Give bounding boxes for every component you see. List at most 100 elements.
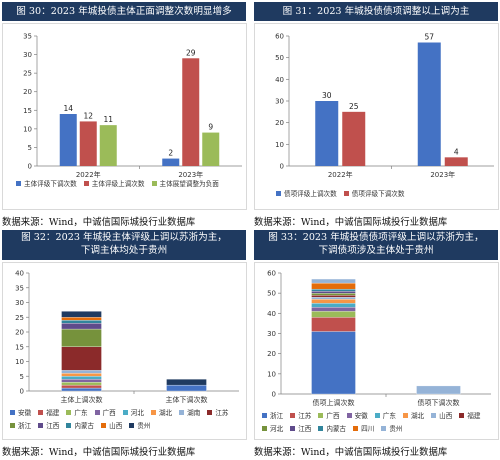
stacked-bar-chart-33: 0 10 20 30 40 50 60 债项上调次数 债项下调次数 [267,270,491,407]
legend-entry: 河北 [262,423,283,433]
legend-entry: 安徽 [346,410,368,420]
legend-entry: 浙江 [262,410,283,420]
data-label: 2 [168,149,173,158]
bar-segment [311,317,356,332]
bar-segment [311,295,356,298]
legend-entry: 福建 [38,407,59,417]
chart-area-31: 0 10 20 30 40 50 60 2022年 30 25 2023年 57 4 [254,23,499,210]
y-tick-label: 40 [15,270,24,278]
legend-entry: 贵州 [381,423,403,433]
legend-entry: 主体评级下调次数 [16,178,77,188]
data-label: 11 [103,115,113,124]
legend-swatch [374,412,380,418]
legend-entry: 内蒙古 [66,420,94,430]
legend-entry: 内蒙古 [318,423,346,433]
y-tick-label: 20 [275,119,284,127]
legend-label: 四川 [361,425,375,433]
chart-title-32-line-2: 下调主体均处于贵州 [80,245,168,256]
chart-title-31-line-1: 图 31：2023 年城投债债项调整以上调为主 [282,6,470,17]
legend-label: 广东 [74,409,88,417]
legend-swatch [343,190,349,196]
bar-segment [311,290,356,294]
chart-title-33-line-2: 下调债项涉及主体处于贵州 [318,245,434,256]
chart-title-32: 图 32：2023 年城投主体评级上调以苏浙为主， 下调主体均处于贵州 [2,230,246,260]
bar-segment [311,297,356,300]
legend-swatch [290,425,296,431]
legend-label: 内蒙古 [74,422,95,430]
legend-label: 河北 [270,425,284,433]
legend-label: 江苏 [215,409,229,417]
legend-label: 湖北 [410,412,425,420]
source-33: 数据来源：Wind，中诚信国际城投行业数据库 [254,447,448,458]
bar [202,132,220,166]
y-tick-label: 5 [20,373,24,381]
legend-entry: 山西 [431,410,452,420]
legend-entry: 湖南 [179,407,200,417]
legend-label: 贵州 [137,422,151,430]
legend-swatch [318,412,324,418]
bar-segment [61,382,102,386]
x-tick-label: 债项下调次数 [418,398,460,407]
legend-swatch [402,412,408,418]
y-tick-label: 10 [15,358,24,366]
bar-segment [166,379,207,386]
y-tick-label: 50 [275,54,284,62]
source-32: 数据来源：Wind，中诚信国际城投行业数据库 [2,447,196,458]
legend-entry: 江苏 [290,410,311,420]
chart-area-30: 0 5 10 15 20 25 30 35 2022年 14 12 11 2023年 2 29 9 [2,23,247,210]
legend-label: 江西 [298,425,312,433]
bar [417,42,441,166]
data-label: 29 [186,48,196,57]
legend-32: 安徽 福建 广东 广西 河北 湖北 湖南 江苏 浙江 江西 内蒙古 山西 贵州 [10,407,244,433]
bar [182,58,200,166]
legend-label: 广东 [382,412,396,420]
bar [79,121,97,166]
legend-entry: 主体评级上调次数 [83,178,145,188]
bar [444,157,468,166]
legend-entry: 湖北 [150,407,172,417]
y-tick-label: 0 [28,163,32,171]
legend-label: 安徽 [18,409,32,417]
y-tick-label: 60 [275,33,284,41]
legend-entry: 债项评级下调次数 [343,188,405,198]
legend-swatch [66,409,72,415]
bar [59,114,77,166]
legend-swatch [381,425,387,431]
legend-label: 广西 [326,412,340,420]
x-tick-label: 2022年 [328,170,353,179]
data-label: 30 [322,91,332,100]
bar-segment [311,307,356,312]
chart-title-32-line-1: 图 32：2023 年城投主体评级上调以苏浙为主， [21,232,227,243]
legend-label: 河北 [130,409,144,417]
legend-swatch [150,409,156,415]
legend-30: 主体评级下调次数 主体评级上调次数 主体展望调整为负面 [16,178,241,191]
bar-segment [311,331,356,395]
y-tick-label: 15 [23,107,32,115]
legend-entry: 湖北 [402,410,425,420]
x-tick-label: 2023年 [430,170,455,179]
legend-swatch [101,422,107,428]
bar-segment [311,278,356,284]
legend-swatch [83,180,89,186]
legend-label: 江西 [46,422,60,430]
legend-label: 主体评级上调次数 [91,180,145,188]
legend-swatch [94,409,100,415]
y-tick-label: 40 [275,76,284,84]
legend-entry: 贵州 [129,420,151,430]
y-tick-label: 30 [267,330,276,338]
legend-entry: 广西 [94,407,116,417]
legend-swatch [10,409,15,415]
legend-swatch [38,409,44,415]
y-tick-label: 25 [15,314,24,322]
y-tick-label: 35 [15,284,24,292]
bar-chart-31: 0 10 20 30 40 50 60 2022年 30 25 2023年 57 4 [275,33,494,179]
y-tick-label: 15 [15,343,24,351]
y-tick-label: 5 [28,144,32,152]
legend-swatch [459,412,465,418]
bar-segment [61,387,102,392]
bar-segment [61,379,102,383]
legend-entry: 河北 [122,407,144,417]
legend-entry: 广东 [374,410,396,420]
legend-label: 主体评级下调次数 [24,180,77,188]
legend-swatch [290,412,296,418]
